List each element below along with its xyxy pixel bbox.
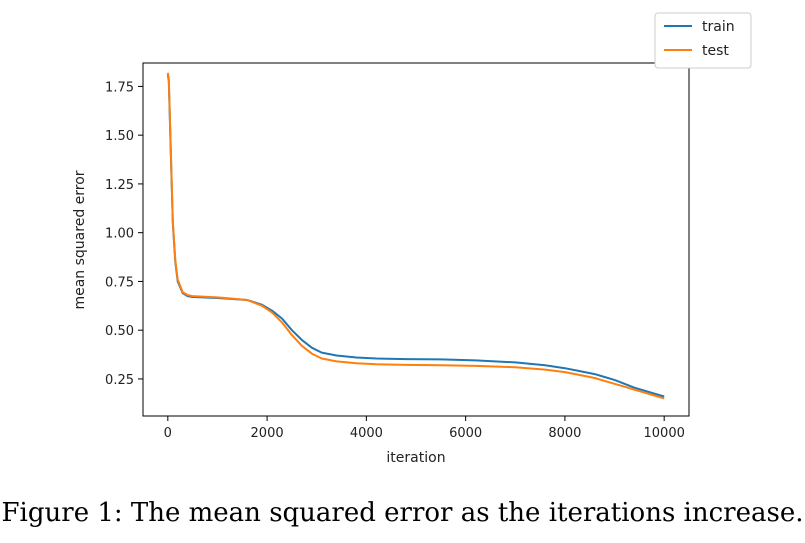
y-tick-label: 1.50: [105, 129, 134, 144]
x-tick-label: 4000: [350, 426, 383, 441]
x-axis-label: iteration: [386, 450, 445, 466]
legend-label-test: test: [702, 43, 729, 59]
x-tick-label: 8000: [548, 426, 581, 441]
series-line-test: [166, 72, 665, 400]
x-tick-label: 6000: [449, 426, 482, 441]
y-axis-label: mean squared error: [72, 170, 88, 309]
y-tick-label: 0.50: [105, 324, 134, 339]
legend-label-train: train: [702, 19, 735, 35]
y-tick-label: 1.25: [105, 178, 134, 193]
y-tick-label: 0.75: [105, 275, 134, 290]
legend: train test: [654, 12, 752, 69]
x-tick-label: 2000: [251, 426, 284, 441]
y-tick-label: 1.00: [105, 227, 134, 242]
x-tick-label: 10000: [644, 426, 685, 441]
x-tick-label: 0: [164, 426, 172, 441]
plot-frame: [142, 62, 690, 417]
y-tick-label: 0.25: [105, 373, 134, 388]
figure-caption: Figure 1: The mean squared error as the …: [1, 498, 804, 528]
plot-area: [143, 63, 689, 416]
y-tick-label: 1.75: [105, 80, 134, 95]
chart: 0 2000 4000 6000 8000 10000 0.25 0.50 0.75 1.00 1…: [72, 12, 752, 466]
